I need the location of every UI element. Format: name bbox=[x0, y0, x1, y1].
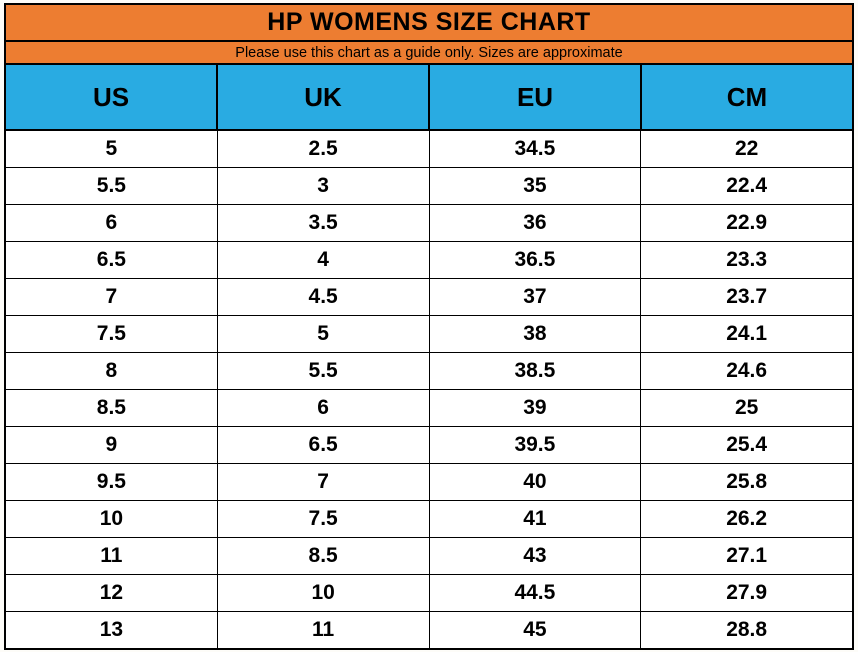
table-cell: 36.5 bbox=[430, 242, 642, 278]
table-cell: 37 bbox=[430, 279, 642, 315]
table-row: 7.5 5 38 24.1 bbox=[6, 316, 852, 353]
table-cell: 38.5 bbox=[430, 353, 642, 389]
table-row: 5.5 3 35 22.4 bbox=[6, 168, 852, 205]
table-cell: 13 bbox=[6, 612, 218, 648]
table-cell: 7 bbox=[218, 464, 430, 500]
table-row: 8 5.5 38.5 24.6 bbox=[6, 353, 852, 390]
table-cell: 45 bbox=[430, 612, 642, 648]
table-row: 6 3.5 36 22.9 bbox=[6, 205, 852, 242]
table-cell: 7.5 bbox=[6, 316, 218, 352]
column-header: US bbox=[6, 65, 218, 129]
table-cell: 6 bbox=[6, 205, 218, 241]
table-row: 10 7.5 41 26.2 bbox=[6, 501, 852, 538]
table-cell: 39 bbox=[430, 390, 642, 426]
table-cell: 24.1 bbox=[726, 322, 768, 345]
table-cell: 5.5 bbox=[218, 353, 430, 389]
table-cell: 22.9 bbox=[726, 211, 768, 234]
table-cell: 26.2 bbox=[726, 507, 768, 530]
table-cell: 27.9 bbox=[726, 581, 768, 604]
table-cell: 9.5 bbox=[6, 464, 218, 500]
column-header: UK bbox=[218, 65, 430, 129]
table-cell: 36 bbox=[430, 205, 642, 241]
table-cell: 22 bbox=[734, 137, 759, 160]
table-row: 9 6.5 39.5 25.4 bbox=[6, 427, 852, 464]
table-cell: 28.8 bbox=[726, 618, 768, 641]
table-cell: 11 bbox=[6, 538, 218, 574]
table-cell: 25.8 bbox=[726, 470, 768, 493]
table-cell: 12 bbox=[6, 575, 218, 611]
table-cell: 41 bbox=[430, 501, 642, 537]
table-cell: 27.1 bbox=[726, 544, 768, 567]
table-row: 7 4.5 37 23.7 bbox=[6, 279, 852, 316]
table-row: 12 10 44.5 27.9 bbox=[6, 575, 852, 612]
table-cell: 6 bbox=[218, 390, 430, 426]
chart-title: HP WOMENS SIZE CHART bbox=[6, 5, 852, 42]
table-row: 5 2.5 34.5 22 bbox=[6, 131, 852, 168]
table-cell: 25.4 bbox=[726, 433, 768, 456]
table-row: 8.5 6 39 25 bbox=[6, 390, 852, 427]
table-cell: 24.6 bbox=[726, 359, 768, 382]
table-cell: 5 bbox=[6, 131, 218, 167]
table-cell: 23.3 bbox=[726, 248, 768, 271]
table-row: 13 11 45 28.8 bbox=[6, 612, 852, 648]
table-cell: 11 bbox=[218, 612, 430, 648]
column-header: CM bbox=[726, 81, 768, 112]
table-cell: 3.5 bbox=[218, 205, 430, 241]
table-cell: 10 bbox=[218, 575, 430, 611]
table-cell: 9 bbox=[6, 427, 218, 463]
table-cell: 8.5 bbox=[6, 390, 218, 426]
table-row: 11 8.5 43 27.1 bbox=[6, 538, 852, 575]
table-cell: 5.5 bbox=[6, 168, 218, 204]
chart-subtitle: Please use this chart as a guide only. S… bbox=[6, 42, 852, 65]
table-cell: 39.5 bbox=[430, 427, 642, 463]
column-header-row: US UK EU CM bbox=[6, 65, 852, 131]
table-row: 6.5 4 36.5 23.3 bbox=[6, 242, 852, 279]
table-cell: 22.4 bbox=[726, 174, 768, 197]
table-cell: 5 bbox=[218, 316, 430, 352]
table-cell: 6.5 bbox=[6, 242, 218, 278]
table-cell: 8 bbox=[6, 353, 218, 389]
table-cell: 40 bbox=[430, 464, 642, 500]
table-cell: 4.5 bbox=[218, 279, 430, 315]
size-chart: HP WOMENS SIZE CHART Please use this cha… bbox=[4, 3, 854, 650]
table-cell: 25 bbox=[734, 396, 759, 419]
table-cell: 3 bbox=[218, 168, 430, 204]
table-cell: 43 bbox=[430, 538, 642, 574]
column-header: EU bbox=[430, 65, 642, 129]
table-cell: 35 bbox=[430, 168, 642, 204]
table-cell: 34.5 bbox=[430, 131, 642, 167]
table-row: 9.5 7 40 25.8 bbox=[6, 464, 852, 501]
table-body: 5 2.5 34.5 22 5.5 3 35 22.4 6 3.5 36 22.9 6.5 4 36.5 23… bbox=[6, 131, 852, 648]
table-cell: 8.5 bbox=[218, 538, 430, 574]
table-cell: 23.7 bbox=[726, 285, 768, 308]
table-cell: 44.5 bbox=[430, 575, 642, 611]
table-cell: 10 bbox=[6, 501, 218, 537]
table-cell: 38 bbox=[430, 316, 642, 352]
table-cell: 2.5 bbox=[218, 131, 430, 167]
table-cell: 4 bbox=[218, 242, 430, 278]
table-cell: 6.5 bbox=[218, 427, 430, 463]
table-cell: 7.5 bbox=[218, 501, 430, 537]
table-cell: 7 bbox=[6, 279, 218, 315]
